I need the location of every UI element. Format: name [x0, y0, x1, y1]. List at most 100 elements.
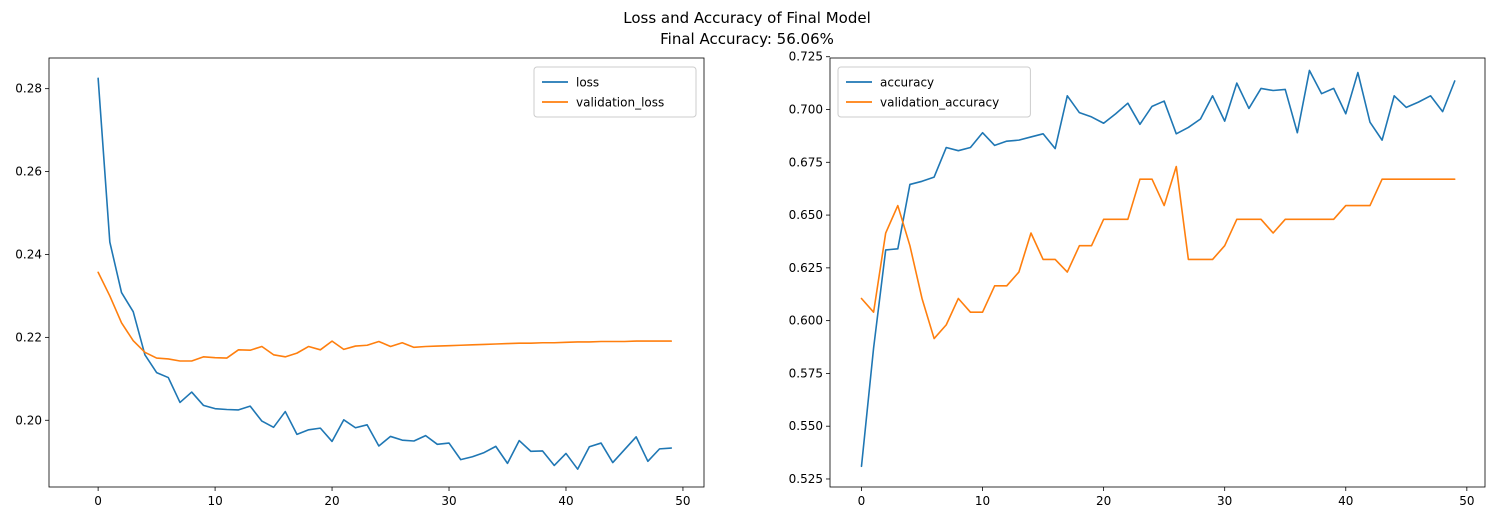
data-point-validation_accuracy [933, 337, 935, 339]
data-point-validation_accuracy [1308, 218, 1310, 220]
data-point-loss [202, 404, 204, 406]
data-point-loss [495, 445, 497, 447]
data-point-loss [612, 461, 614, 463]
data-point-accuracy [921, 180, 923, 182]
data-point-loss [541, 450, 543, 452]
data-point-accuracy [1369, 121, 1371, 123]
data-point-validation_accuracy [1042, 258, 1044, 260]
plot-frame [829, 57, 1486, 488]
legend-box [533, 66, 697, 118]
figure-title-line-2: Final Accuracy: 56.06% [660, 30, 834, 48]
figure-title-line-1: Loss and Accuracy of Final Model [623, 9, 871, 27]
y-tick-label: 0.22 [15, 330, 42, 344]
data-point-loss [389, 435, 391, 437]
y-tick-label: 0.725 [789, 50, 823, 64]
data-point-loss [97, 77, 99, 79]
data-point-loss [658, 448, 660, 450]
data-point-loss [214, 407, 216, 409]
x-tick-label: 10 [207, 494, 222, 508]
data-point-accuracy [1042, 133, 1044, 135]
legend: loss validation_loss [533, 66, 697, 118]
data-point-validation_accuracy [1006, 285, 1008, 287]
data-point-validation_accuracy [1175, 165, 1177, 167]
data-point-validation_loss [307, 345, 309, 347]
data-point-validation_accuracy [1417, 178, 1419, 180]
data-point-loss [190, 391, 192, 393]
data-point-accuracy [1381, 139, 1383, 141]
data-point-loss [366, 424, 368, 426]
data-point-accuracy [1211, 95, 1213, 97]
x-tick-label: 40 [1338, 494, 1353, 508]
data-point-accuracy [1393, 95, 1395, 97]
data-point-loss [413, 440, 415, 442]
data-point-loss [226, 408, 228, 410]
data-point-loss [600, 442, 602, 444]
data-point-loss [144, 354, 146, 356]
data-point-validation_accuracy [909, 244, 911, 246]
data-point-validation_accuracy [1030, 232, 1032, 234]
data-point-accuracy [1102, 122, 1104, 124]
data-point-loss [249, 405, 251, 407]
data-point-validation_loss [471, 344, 473, 346]
data-point-accuracy [1018, 139, 1020, 141]
data-point-accuracy [1454, 80, 1456, 82]
data-point-loss [424, 434, 426, 436]
data-point-validation_loss [506, 342, 508, 344]
x-tick-label: 50 [1459, 494, 1474, 508]
data-point-accuracy [1066, 95, 1068, 97]
data-point-loss [401, 439, 403, 441]
data-point-accuracy [1139, 123, 1141, 125]
data-point-accuracy [1030, 136, 1032, 138]
data-point-loss [120, 291, 122, 293]
data-point-loss [670, 447, 672, 449]
data-point-loss [331, 440, 333, 442]
data-point-validation_loss [167, 358, 169, 360]
data-point-validation_loss [366, 344, 368, 346]
data-point-validation_accuracy [1369, 204, 1371, 206]
data-point-loss [307, 429, 309, 431]
data-point-validation_accuracy [1187, 258, 1189, 260]
data-point-validation_loss [249, 349, 251, 351]
data-point-validation_accuracy [1115, 218, 1117, 220]
data-point-validation_accuracy [1054, 258, 1056, 260]
data-point-accuracy [945, 146, 947, 148]
legend-label-accuracy: accuracy [880, 76, 934, 90]
data-point-validation_loss [518, 342, 520, 344]
data-point-validation_loss [600, 340, 602, 342]
data-point-validation_loss [179, 360, 181, 362]
data-point-validation_accuracy [860, 297, 862, 299]
data-point-loss [530, 450, 532, 452]
data-point-validation_loss [389, 345, 391, 347]
data-point-accuracy [1308, 69, 1310, 71]
data-point-validation_accuracy [1357, 204, 1359, 206]
data-point-validation_accuracy [1429, 178, 1431, 180]
x-tick-label: 50 [675, 494, 690, 508]
data-point-validation_accuracy [1260, 218, 1262, 220]
data-point-accuracy [933, 176, 935, 178]
data-point-loss [354, 427, 356, 429]
data-point-accuracy [1054, 147, 1056, 149]
data-point-accuracy [1260, 87, 1262, 89]
data-point-loss [576, 468, 578, 470]
data-point-validation_accuracy [1139, 178, 1141, 180]
data-point-loss [483, 451, 485, 453]
y-tick-label: 0.625 [789, 261, 823, 275]
data-point-validation_loss [576, 341, 578, 343]
y-tick-label: 0.650 [789, 208, 823, 222]
data-point-validation_accuracy [1018, 271, 1020, 273]
data-point-validation_accuracy [1163, 204, 1165, 206]
data-point-loss [109, 241, 111, 243]
data-point-validation_loss [670, 340, 672, 342]
data-point-accuracy [1078, 111, 1080, 113]
legend-box [837, 66, 1031, 118]
data-point-accuracy [1090, 116, 1092, 118]
data-point-accuracy [1357, 71, 1359, 73]
data-point-validation_accuracy [969, 311, 971, 313]
data-point-accuracy [1405, 106, 1407, 108]
data-point-accuracy [897, 248, 899, 250]
data-point-validation_accuracy [1393, 178, 1395, 180]
data-point-validation_accuracy [981, 311, 983, 313]
data-point-validation_accuracy [1405, 178, 1407, 180]
data-point-loss [448, 442, 450, 444]
data-point-loss [296, 433, 298, 435]
